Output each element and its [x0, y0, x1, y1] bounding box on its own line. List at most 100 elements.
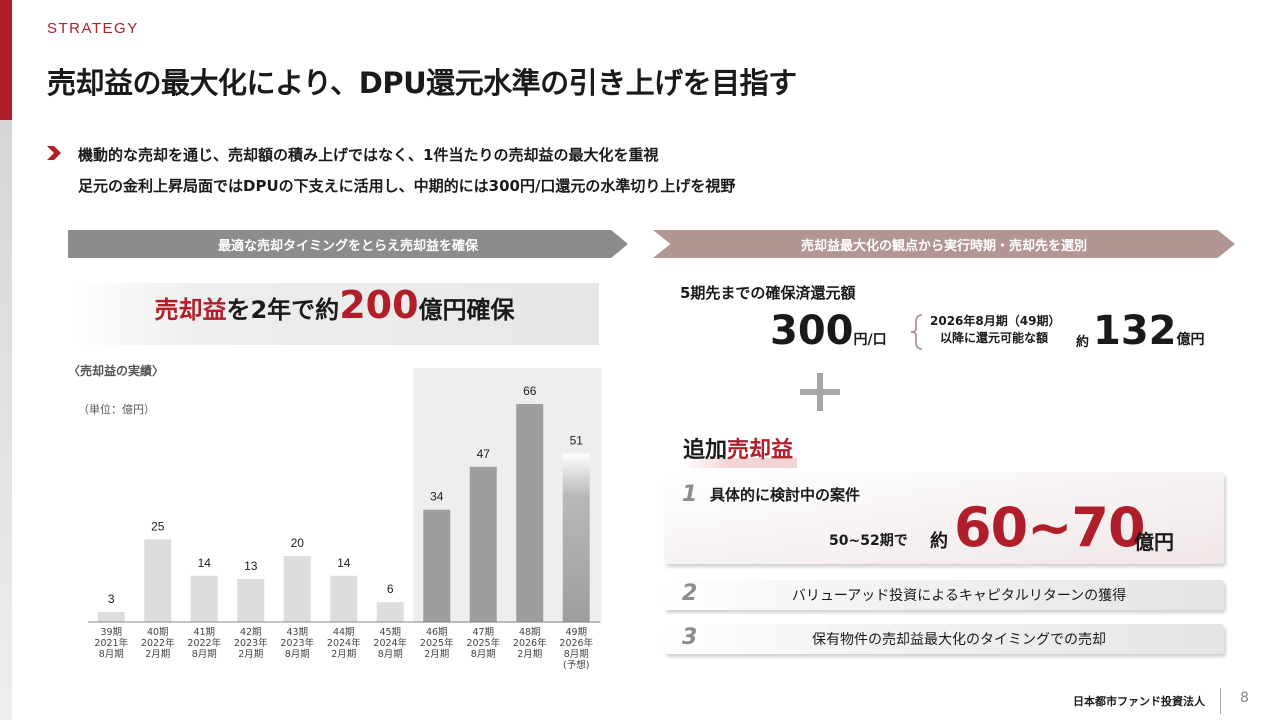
data-label: 6	[387, 582, 394, 596]
tick-label: 8月期	[471, 649, 496, 660]
tick-label: 40期	[147, 627, 169, 638]
brace-icon	[910, 314, 923, 350]
item-1-period: 50~52期で	[829, 533, 908, 549]
right-banner: 売却益最大化の観点から実行時期・売却先を選別	[653, 230, 1235, 258]
highlight-part2: を2年で約	[226, 296, 340, 324]
tick-label: 42期	[240, 627, 262, 638]
item-1-approx: 約	[930, 531, 948, 552]
brace-line-1: 2026年8月期（49期）	[930, 314, 1061, 328]
tick-label: 2023年	[234, 637, 268, 649]
highlight-part1: 売却益	[154, 296, 227, 324]
data-label: 13	[244, 559, 258, 573]
tick-label: 2023年	[280, 637, 314, 649]
item-1-range: 60~70	[954, 496, 1146, 559]
data-label: 14	[198, 556, 212, 570]
tick-label: 2025年	[420, 637, 454, 649]
chevron-right-icon	[47, 146, 61, 160]
tick-label: 43期	[286, 627, 308, 638]
add-highlight: 売却益	[727, 438, 794, 463]
item-card-2: 2 バリューアッド投資によるキャピタルリターンの獲得	[664, 580, 1224, 610]
chart-unit: （単位：億円）	[78, 403, 155, 416]
highlight-amount: 200	[339, 283, 419, 327]
footer-company: 日本都市ファンド投資法人	[1073, 695, 1205, 708]
data-label: 47	[477, 447, 491, 461]
tick-label: 49期	[565, 627, 587, 638]
tick-label: 8月期	[285, 649, 310, 660]
item-3-label: 保有物件の売却益最大化のタイミングでの売却	[812, 632, 1106, 648]
amount-group: 132億円	[1093, 308, 1205, 354]
tick-label: 2021年	[94, 637, 128, 649]
sales-gain-bar-chart: 339期2021年8月期2540期2022年2月期1441期2022年8月期13…	[88, 368, 602, 671]
item-1-unit: 億円	[1134, 530, 1174, 554]
chart-caption: 〈売却益の実績〉	[68, 364, 165, 378]
tick-label: 47期	[472, 627, 494, 638]
additional-gain-title: 追加売却益	[683, 432, 798, 468]
tick-label: 8月期	[564, 649, 589, 660]
tick-label: 2024年	[327, 637, 361, 649]
tick-label: 2026年	[513, 637, 547, 649]
tick-label: 39期	[100, 627, 122, 638]
tick-label: 2025年	[466, 637, 500, 649]
bar	[283, 555, 311, 622]
dpu-unit: 円/口	[853, 332, 887, 348]
tick-label: 48期	[519, 627, 541, 638]
data-label: 66	[523, 384, 537, 398]
amount-unit: 億円	[1176, 332, 1205, 348]
data-label: 34	[430, 490, 444, 504]
bar	[237, 579, 265, 622]
bar	[423, 509, 451, 622]
item-1-label: 具体的に検討中の案件	[710, 486, 861, 504]
dpu-value-group: 300円/口	[770, 308, 887, 354]
tick-label: 41期	[193, 627, 215, 638]
dpu-value: 300	[770, 308, 854, 354]
page-title: 売却益の最大化により、DPU還元水準の引き上げを目指す	[47, 66, 797, 100]
item-2-number: 2	[682, 581, 698, 606]
item-card-1: 1 具体的に検討中の案件 50~52期で 約 60~70 億円	[664, 472, 1224, 564]
data-label: 51	[570, 434, 584, 448]
plus-icon	[800, 373, 840, 411]
tick-label: 2月期	[331, 649, 356, 660]
page-number: 8	[1240, 690, 1249, 706]
tick-label: 2022年	[187, 637, 221, 649]
tick-label: 2022年	[141, 637, 175, 649]
tick-label: 2026年	[559, 637, 593, 649]
highlight-box: 売却益 を2年で約 200 億円確保	[70, 283, 599, 345]
bar	[97, 612, 125, 622]
tick-label: 45期	[379, 627, 401, 638]
data-label: 25	[151, 519, 165, 533]
amount-value: 132	[1093, 308, 1177, 354]
section-label: STRATEGY	[47, 20, 139, 37]
bar	[562, 453, 590, 622]
bar	[376, 602, 404, 622]
footer-divider	[1220, 688, 1221, 714]
item-card-3: 3 保有物件の売却益最大化のタイミングでの売却	[664, 624, 1224, 654]
bar	[516, 404, 544, 622]
approx-label: 約	[1076, 335, 1090, 350]
tick-label: 2月期	[238, 649, 263, 660]
tick-label: 2024年	[373, 637, 407, 649]
item-1-number: 1	[682, 482, 698, 507]
tick-label: 46期	[426, 627, 448, 638]
brace-line-2: 以降に還元可能な額	[940, 331, 1049, 345]
lead-line-1: 機動的な売却を通じ、売却額の積み上げではなく、1件当たりの売却益の最大化を重視	[78, 146, 659, 164]
left-banner: 最適な売却タイミングをとらえ売却益を確保	[68, 230, 628, 258]
bar	[190, 575, 218, 622]
left-accent-bar	[0, 0, 12, 720]
secured-label: 5期先までの確保済還元額	[680, 284, 856, 302]
add-prefix: 追加	[683, 438, 728, 463]
lead-line-2: 足元の金利上昇局面ではDPUの下支えに活用し、中期的には300円/口還元の水準切…	[78, 177, 736, 195]
highlight-part3: 億円確保	[418, 296, 515, 324]
tick-label: 2月期	[517, 649, 542, 660]
tick-label: 8月期	[192, 649, 217, 660]
bar	[469, 466, 497, 622]
tick-label: 8月期	[378, 649, 403, 660]
bar	[330, 575, 358, 622]
item-3-number: 3	[682, 625, 698, 650]
data-label: 14	[337, 556, 351, 570]
data-label: 20	[291, 536, 305, 550]
tick-label: 2月期	[424, 649, 449, 660]
brace-text: 2026年8月期（49期） 以降に還元可能な額	[930, 313, 1060, 347]
item-2-label: バリューアッド投資によるキャピタルリターンの獲得	[791, 588, 1127, 604]
bar	[144, 539, 172, 622]
tick-label: 8月期	[99, 649, 124, 660]
